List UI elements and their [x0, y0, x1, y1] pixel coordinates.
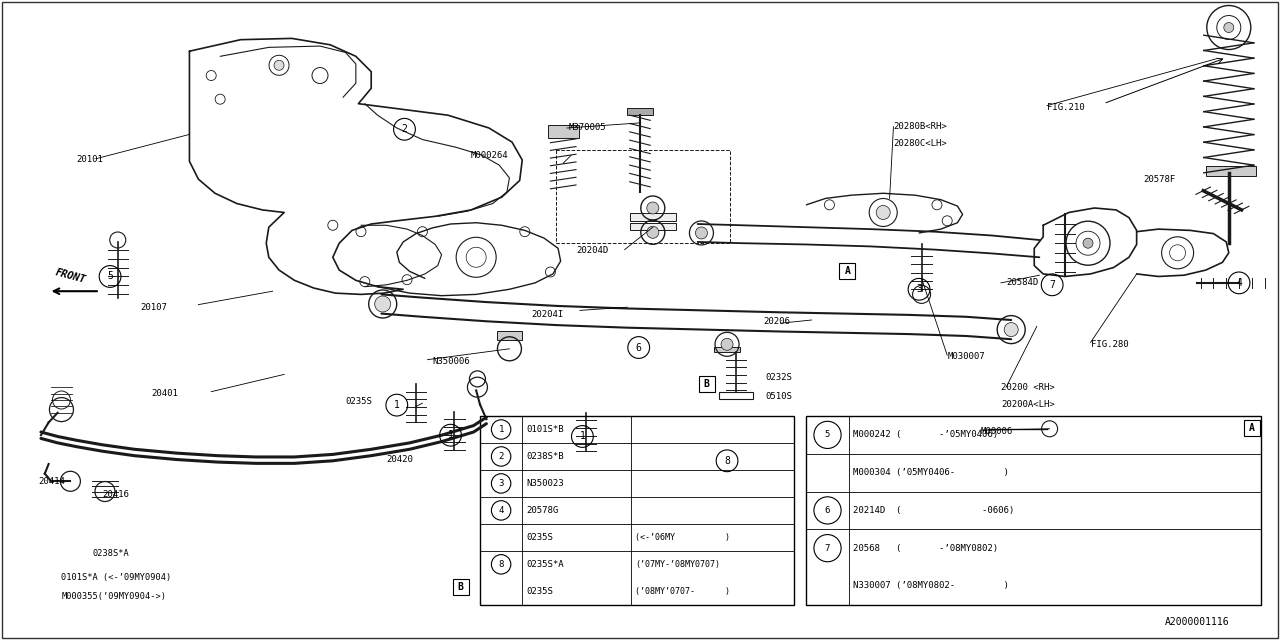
Text: 20568   (       -’08MY0802): 20568 ( -’08MY0802) [852, 543, 998, 553]
Text: 8: 8 [498, 560, 504, 569]
Text: 1: 1 [448, 430, 453, 440]
Circle shape [1005, 323, 1018, 337]
Text: N330007 (’08MY0802-         ): N330007 (’08MY0802- ) [852, 581, 1009, 591]
Text: 0101S*B: 0101S*B [526, 425, 564, 434]
Text: 5: 5 [108, 271, 113, 282]
Text: M370005: M370005 [568, 124, 605, 132]
Text: A2000001116: A2000001116 [1165, 617, 1229, 627]
Text: FRONT: FRONT [54, 268, 87, 285]
Text: B: B [458, 582, 463, 592]
Bar [453, 579, 468, 595]
Circle shape [877, 205, 890, 220]
Text: 7: 7 [1050, 280, 1055, 290]
Text: 20107: 20107 [141, 303, 168, 312]
Bar [630, 223, 676, 230]
Circle shape [646, 202, 659, 214]
Text: M000264: M000264 [471, 151, 508, 160]
Text: 1: 1 [498, 425, 504, 434]
Bar [1206, 166, 1256, 176]
Text: 4: 4 [498, 506, 504, 515]
Text: 20101: 20101 [77, 156, 104, 164]
Bar [480, 416, 794, 605]
Text: (’07MY-’08MY0707): (’07MY-’08MY0707) [635, 560, 721, 569]
Bar [719, 392, 753, 399]
Text: 20200 <RH>: 20200 <RH> [1001, 383, 1055, 392]
Text: 8: 8 [724, 456, 730, 466]
Text: 0510S: 0510S [765, 392, 792, 401]
Text: 20401: 20401 [151, 389, 178, 398]
Text: N350023: N350023 [526, 479, 564, 488]
Text: 2: 2 [498, 452, 504, 461]
Circle shape [721, 339, 733, 350]
Text: 20214D  (               -0606): 20214D ( -0606) [852, 506, 1014, 515]
Circle shape [1224, 22, 1234, 33]
Circle shape [695, 227, 708, 239]
Text: M00006: M00006 [980, 428, 1012, 436]
Text: A: A [1249, 422, 1254, 433]
Text: 20280B<RH>: 20280B<RH> [893, 122, 947, 131]
Text: 20200A<LH>: 20200A<LH> [1001, 400, 1055, 409]
Text: 0235S: 0235S [526, 533, 553, 542]
Circle shape [375, 296, 390, 312]
Text: A: A [845, 266, 850, 276]
Text: 20420: 20420 [387, 455, 413, 464]
Text: (’08MY’0707-      ): (’08MY’0707- ) [635, 587, 730, 596]
Text: B: B [704, 379, 709, 389]
Text: 0101S*A (<-’09MY0904): 0101S*A (<-’09MY0904) [61, 573, 172, 582]
Bar [630, 213, 676, 221]
Bar [714, 347, 740, 352]
Text: 0235S: 0235S [526, 587, 553, 596]
Text: FIG.210: FIG.210 [1047, 103, 1084, 112]
Bar [627, 108, 653, 115]
Bar [840, 262, 855, 279]
Circle shape [274, 60, 284, 70]
Bar [699, 376, 714, 392]
Bar [806, 416, 1261, 605]
Text: 20578F: 20578F [1143, 175, 1175, 184]
Text: (<-’06MY          ): (<-’06MY ) [635, 533, 730, 542]
Text: 20204I: 20204I [531, 310, 563, 319]
Text: 20578G: 20578G [526, 506, 558, 515]
Bar [497, 331, 522, 340]
Text: 1: 1 [394, 400, 399, 410]
Text: 20414: 20414 [38, 477, 65, 486]
Text: 20416: 20416 [102, 490, 129, 499]
Text: M000304 (’05MY0406-         ): M000304 (’05MY0406- ) [852, 468, 1009, 477]
Text: 1: 1 [580, 431, 585, 442]
Text: 0235S: 0235S [346, 397, 372, 406]
Text: 0238S*B: 0238S*B [526, 452, 564, 461]
Text: 6: 6 [824, 506, 831, 515]
Text: N350006: N350006 [433, 357, 470, 366]
Text: 0235S*A: 0235S*A [526, 560, 564, 569]
Text: 20280C<LH>: 20280C<LH> [893, 140, 947, 148]
Circle shape [646, 227, 659, 238]
Text: 20206: 20206 [763, 317, 790, 326]
Text: FIG.280: FIG.280 [1091, 340, 1128, 349]
Text: 3: 3 [498, 479, 504, 488]
Text: 4: 4 [1236, 278, 1242, 288]
Bar [548, 125, 579, 138]
Text: 5: 5 [824, 430, 831, 440]
Text: 6: 6 [636, 342, 641, 353]
Text: 2: 2 [402, 124, 407, 134]
Text: 0238S*A: 0238S*A [92, 549, 129, 558]
Text: 20204D: 20204D [576, 246, 608, 255]
Text: M000355(’09MY0904->): M000355(’09MY0904->) [61, 592, 166, 601]
Text: 3: 3 [916, 284, 922, 294]
Text: 7: 7 [824, 543, 831, 553]
Circle shape [1083, 238, 1093, 248]
Text: M000242 (       -’05MY0406): M000242 ( -’05MY0406) [852, 430, 998, 440]
Text: M030007: M030007 [947, 352, 984, 361]
Text: 0232S: 0232S [765, 373, 792, 382]
Bar [1244, 420, 1260, 435]
Text: 20584D: 20584D [1006, 278, 1038, 287]
